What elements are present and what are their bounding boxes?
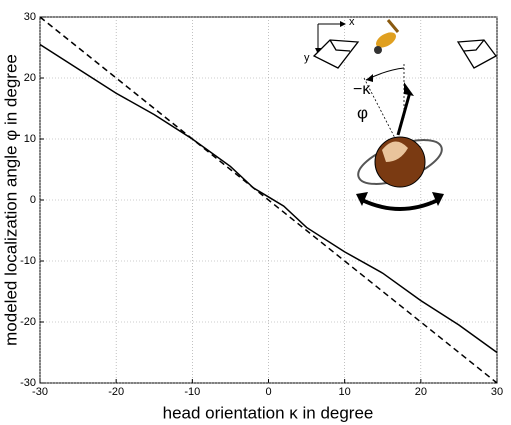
y-tick-label: -30 [20,377,36,389]
arrow-heads [315,21,346,54]
rotation-arrow [361,198,439,211]
kappa-arrowhead [366,74,373,82]
x-axis-label: head orientation κ in degree [163,403,374,422]
x-tick-label: 10 [339,386,351,398]
speaker-right [456,39,497,69]
y-tick-label: 20 [24,72,36,84]
illustration: x y −κ φ [304,16,497,211]
x-tick-label: 30 [491,386,503,398]
axis-y-text: y [304,52,310,64]
perceived-arrowhead [404,82,414,96]
guitar-icon [374,19,400,54]
x-tick-label: 20 [415,386,427,398]
y-tick-label: -20 [20,316,36,328]
x-tick-label: -30 [32,386,48,398]
y-tick-label: -10 [20,255,36,267]
data-line [39,43,498,354]
y-axis-label: modeled localization angle φ in degree [1,54,20,346]
kappa-label: −κ [353,81,371,98]
x-tick-label: 0 [265,386,271,398]
face [382,141,408,162]
speaker-left [312,39,360,69]
y-tick-label: 30 [24,11,36,23]
x-tick-label: -10 [184,386,200,398]
y-tick-label: 0 [30,194,36,206]
reference-line [39,16,498,384]
perceived-direction [396,91,412,136]
y-tick-label: 10 [24,133,36,145]
rotation-arrowheads [356,192,444,206]
axis-x-text: x [349,16,355,28]
x-tick-label: -20 [108,386,124,398]
phi-label: φ [357,103,368,122]
